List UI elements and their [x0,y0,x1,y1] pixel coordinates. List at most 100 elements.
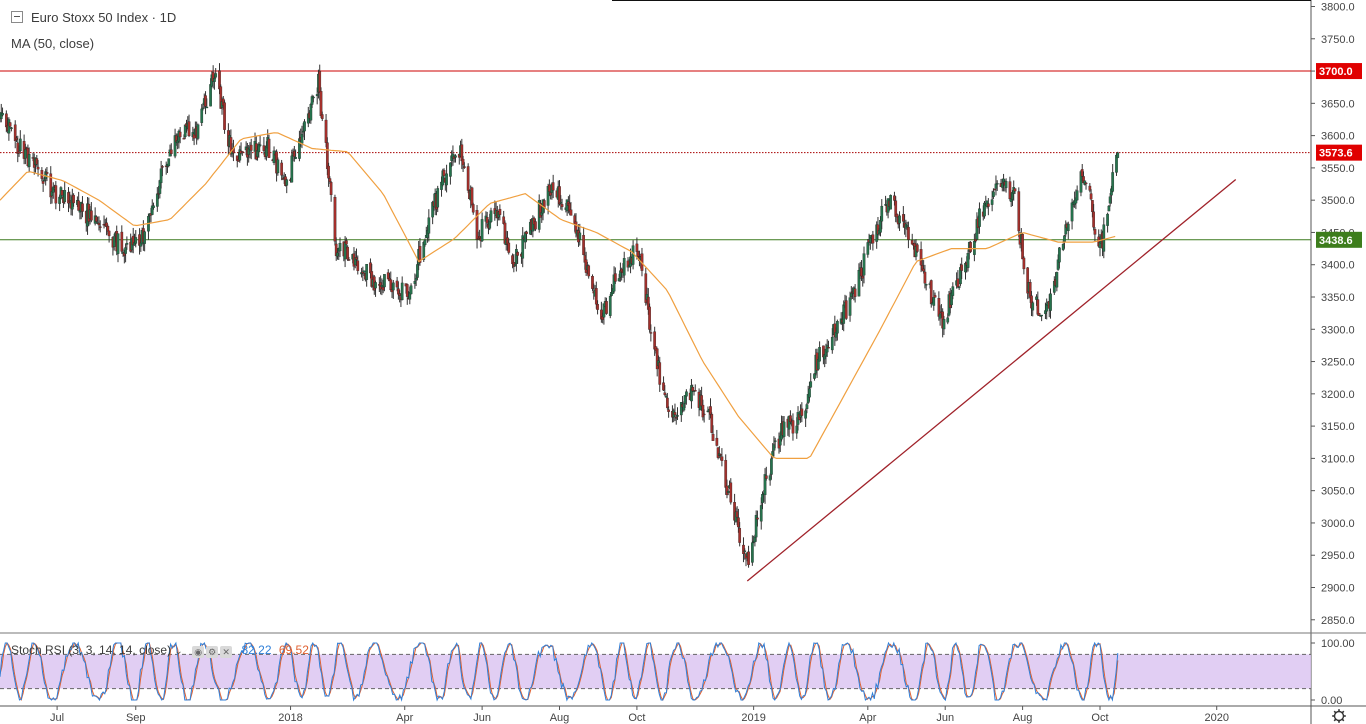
candle-body-up [946,317,950,323]
chevron-down-icon[interactable]: ⌄ [174,646,183,657]
candle [27,147,31,172]
candle-body-down [36,166,40,170]
candle-body-down [693,390,697,392]
candle [178,127,182,144]
candle-body-up [1040,314,1043,317]
candle-body-down [715,437,719,446]
candle [213,75,216,90]
candle [400,276,404,301]
candle [107,230,111,243]
candle-body-down [844,300,848,319]
candle [507,238,511,255]
candle-body-up [966,253,970,268]
candle [356,255,360,275]
candle-body-down [658,362,662,385]
candle-body-up [804,410,807,419]
gear-ring[interactable] [1333,710,1345,722]
candle-body-up [436,188,440,208]
candle-body-down [691,387,695,392]
price-tick-label: 2950.0 [1321,550,1355,562]
candle [966,249,970,272]
horizontal-levels[interactable] [0,70,1311,241]
candle-body-up [805,404,809,410]
candle-body-up [521,235,525,259]
candle-body-down [169,149,173,155]
candle [582,226,585,256]
candle-body-down [1084,182,1088,185]
candle-body-down [1089,193,1093,200]
candle [294,149,297,160]
candle-body-down [442,170,446,176]
candle-body-up [751,542,754,563]
candle [338,237,342,258]
candle [223,100,226,134]
candle [81,196,84,218]
candle [608,293,612,319]
candle [818,341,821,362]
symbol-legend[interactable]: Euro Stoxx 50 Index · 1D [11,10,176,25]
candle-body-down [8,122,12,127]
candle-body-up [1107,205,1111,212]
eye-icon[interactable]: ◉ [192,645,205,658]
candle [658,356,662,392]
candle [560,198,564,211]
settings-gear-icon[interactable] [1332,709,1346,723]
candle-body-up [1004,181,1008,189]
candle-body-up [631,245,635,265]
candle [205,98,209,109]
candle-body-up [825,345,829,353]
ascending-trend-line[interactable] [746,179,1237,582]
candle-body-up [866,242,870,255]
candle-body-up [924,284,928,286]
candle [862,246,866,284]
candle-body-down [591,275,594,289]
time-tick-label: 2020 [1204,712,1228,724]
time-axis[interactable]: Jul Sep 2018 Apr Jun Aug Oct 2019 Apr Jun Aug Oct 20… [50,706,1229,724]
candle [498,204,502,221]
candle-body-down [329,182,333,196]
candle [1093,227,1097,241]
candle-body-down [223,102,226,130]
candle [124,243,127,263]
collapse-icon[interactable] [11,11,23,23]
candle [152,202,155,210]
candle [18,130,22,154]
candle [782,416,786,446]
candle [89,202,93,223]
price-tick-label: 3500.0 [1321,195,1355,207]
ma-legend[interactable]: MA (50, close) [11,36,94,51]
candle [196,123,200,141]
level-tag-bg [1316,63,1362,80]
gear-icon[interactable]: ⚙ [206,645,219,658]
candle-body-up [818,347,821,362]
candle-body-up [782,421,786,437]
candle-body-down [45,172,49,174]
candle-body-down [72,194,75,204]
candle [969,241,972,254]
candle-body-up [449,162,452,177]
candle-body-up [898,215,901,224]
stoch-legend[interactable]: Stoch RSI (3, 3, 14, 14, close) ⌄ ◉ ⚙ ✕ 82… [11,643,309,658]
candle [791,413,795,441]
candle-body-up [770,458,773,475]
candle [116,233,120,263]
candle-body-down [666,397,669,408]
candle-body-up [622,258,626,276]
candle-body-up [374,282,377,289]
trend-line[interactable] [746,179,1237,582]
candle [521,227,525,268]
candle [327,162,330,187]
candle-body-down [933,295,937,298]
close-icon[interactable]: ✕ [220,645,233,658]
candle [649,324,653,342]
candle-body-down [356,260,360,271]
candle-body-down [702,413,706,416]
candle-body-up [932,297,936,306]
candle [285,178,289,194]
price-axis[interactable]: 3800.0 3750.0 3700.0 3650.0 3600.0 3550.0 3500… [1311,2,1355,708]
price-tick-label: 3600.0 [1321,131,1355,143]
candle-body-up [365,263,369,280]
candle [898,211,901,231]
